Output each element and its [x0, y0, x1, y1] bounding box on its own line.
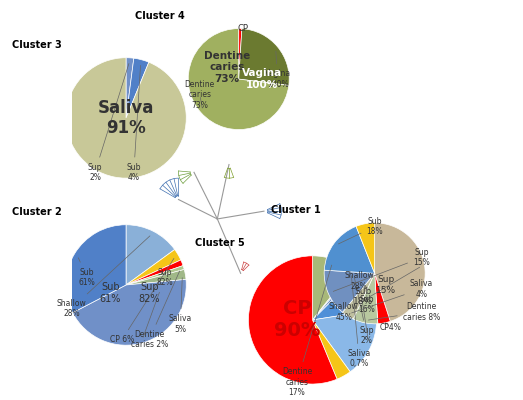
- Text: Dentine
caries 8%: Dentine caries 8%: [368, 302, 440, 322]
- Wedge shape: [313, 310, 377, 372]
- Text: Sup
2%: Sup 2%: [88, 64, 129, 182]
- Wedge shape: [248, 256, 337, 384]
- Text: Cluster 1: Cluster 1: [270, 205, 320, 215]
- Text: Sub
18%: Sub 18%: [353, 287, 373, 306]
- Text: Shallow
28%: Shallow 28%: [344, 271, 374, 340]
- Text: Cluster 4: Cluster 4: [134, 11, 184, 21]
- Text: Saliva
91%: Saliva 91%: [98, 98, 154, 137]
- Wedge shape: [313, 320, 350, 379]
- Text: Sup
15%: Sup 15%: [376, 275, 396, 295]
- Wedge shape: [126, 270, 186, 285]
- Text: Dentine
caries
73%: Dentine caries 73%: [185, 80, 215, 110]
- Text: Vagina
100%: Vagina 100%: [265, 51, 291, 89]
- Wedge shape: [353, 273, 378, 324]
- Wedge shape: [238, 28, 242, 79]
- Text: Sup
2%: Sup 2%: [355, 278, 374, 345]
- Wedge shape: [313, 275, 376, 320]
- Text: Sup
82%: Sup 82%: [139, 282, 160, 304]
- Wedge shape: [73, 280, 186, 345]
- Text: CP: CP: [237, 24, 248, 33]
- Text: CP 6%: CP 6%: [110, 258, 174, 344]
- Text: Dentine
caries
73%: Dentine caries 73%: [204, 51, 250, 84]
- Wedge shape: [66, 58, 186, 178]
- Text: Dentine
caries 2%: Dentine caries 2%: [131, 271, 180, 349]
- Wedge shape: [374, 273, 390, 324]
- Wedge shape: [188, 28, 289, 130]
- Wedge shape: [126, 260, 183, 285]
- Wedge shape: [313, 271, 358, 320]
- Text: CP4%: CP4%: [379, 322, 401, 332]
- Wedge shape: [324, 226, 374, 273]
- Text: Sub
61%: Sub 61%: [78, 258, 96, 287]
- Text: Sup
82%: Sup 82%: [143, 268, 173, 337]
- Text: Sub
61%: Sub 61%: [100, 282, 121, 304]
- Text: Sup
15%: Sup 15%: [333, 248, 430, 291]
- Wedge shape: [66, 225, 126, 313]
- Text: Saliva
0,7%: Saliva 0,7%: [347, 276, 371, 368]
- Text: Cluster 2: Cluster 2: [12, 207, 62, 217]
- Wedge shape: [126, 225, 175, 285]
- Text: Shallow
45%: Shallow 45%: [329, 267, 419, 322]
- Wedge shape: [324, 270, 374, 312]
- Wedge shape: [126, 266, 184, 285]
- Wedge shape: [126, 58, 134, 118]
- Text: Cluster 3: Cluster 3: [12, 40, 62, 50]
- Wedge shape: [126, 250, 181, 285]
- Text: Saliva
4%: Saliva 4%: [351, 279, 433, 313]
- Text: Shallow
28%: Shallow 28%: [57, 236, 150, 318]
- Wedge shape: [374, 223, 425, 321]
- Text: Cluster 5: Cluster 5: [195, 238, 245, 248]
- Text: Dentine
caries
17%: Dentine caries 17%: [282, 265, 332, 397]
- Wedge shape: [343, 273, 374, 319]
- Text: CP
90%: CP 90%: [274, 300, 320, 340]
- Text: Saliva
5%: Saliva 5%: [169, 278, 192, 334]
- Wedge shape: [238, 29, 289, 86]
- Wedge shape: [126, 58, 149, 118]
- Text: Sub
18%: Sub 18%: [338, 217, 383, 244]
- Text: Sub
16%: Sub 16%: [359, 295, 376, 314]
- Text: Sub
4%: Sub 4%: [127, 66, 141, 182]
- Wedge shape: [313, 256, 352, 320]
- Text: Vagina
100%: Vagina 100%: [242, 68, 282, 90]
- Wedge shape: [313, 270, 354, 320]
- Wedge shape: [356, 223, 374, 273]
